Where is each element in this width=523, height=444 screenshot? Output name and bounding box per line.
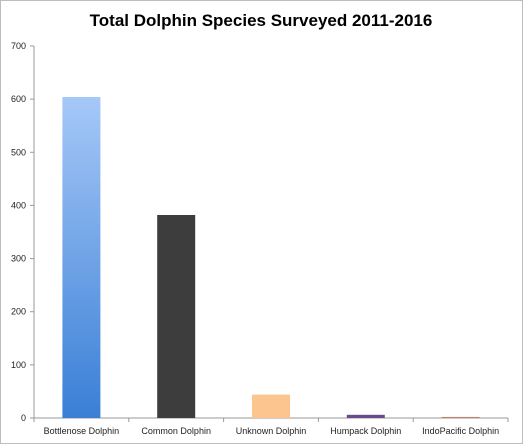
category-label: Bottlenose Dolphin <box>44 426 120 436</box>
category-label: IndoPacific Dolphin <box>422 426 499 436</box>
y-axis-ticks: 0 100 200 300 400 500 600 700 <box>11 41 34 423</box>
bar-indopacific-dolphin <box>441 416 480 418</box>
y-tick-label: 200 <box>11 307 26 317</box>
category-labels: Bottlenose Dolphin Common Dolphin Unknown … <box>44 426 500 436</box>
bar-bottlenose-dolphin <box>62 97 101 418</box>
chart-title: Total Dolphin Species Surveyed 2011-2016 <box>90 11 433 30</box>
bar-common-dolphin <box>157 214 196 418</box>
category-label: Unknown Dolphin <box>236 426 307 436</box>
category-label: Humpack Dolphin <box>330 426 401 436</box>
y-tick-label: 0 <box>21 413 26 423</box>
y-tick-label: 300 <box>11 254 26 264</box>
bars <box>62 97 480 418</box>
bar-unknown-dolphin <box>252 394 290 418</box>
y-tick-label: 600 <box>11 94 26 104</box>
category-label: Common Dolphin <box>141 426 211 436</box>
y-tick-label: 500 <box>11 147 26 157</box>
bar-humpack-dolphin <box>346 414 385 418</box>
y-tick-label: 700 <box>11 41 26 51</box>
x-axis-ticks <box>33 418 509 422</box>
y-tick-label: 400 <box>11 200 26 210</box>
y-tick-label: 100 <box>11 360 26 370</box>
